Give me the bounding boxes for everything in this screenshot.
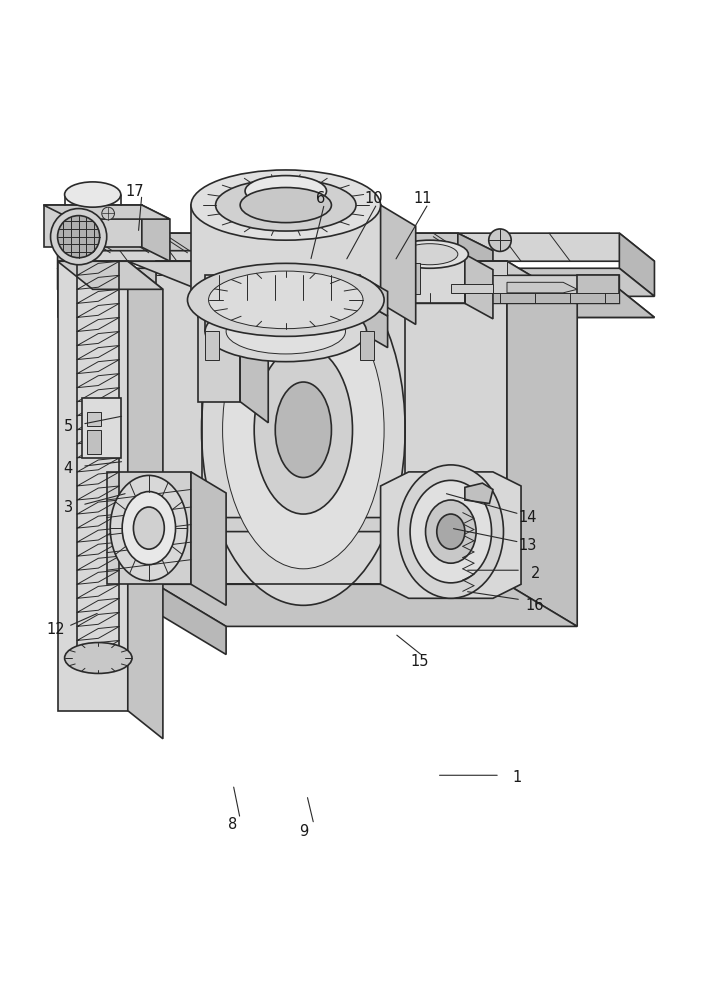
Polygon shape [381, 205, 416, 324]
Ellipse shape [133, 507, 164, 549]
Circle shape [58, 216, 99, 258]
Polygon shape [142, 205, 170, 261]
Polygon shape [58, 289, 142, 317]
Polygon shape [58, 233, 654, 261]
Polygon shape [156, 584, 577, 626]
Polygon shape [156, 584, 226, 654]
Text: 15: 15 [410, 654, 429, 669]
Polygon shape [44, 205, 142, 247]
Polygon shape [58, 268, 92, 317]
Ellipse shape [275, 382, 331, 478]
Ellipse shape [240, 188, 331, 223]
Polygon shape [507, 282, 577, 293]
Ellipse shape [202, 254, 405, 605]
Text: 13: 13 [519, 538, 537, 553]
Polygon shape [106, 472, 191, 584]
Polygon shape [381, 472, 521, 598]
Text: 16: 16 [526, 598, 544, 613]
Polygon shape [450, 284, 493, 293]
Polygon shape [191, 205, 381, 303]
Ellipse shape [410, 480, 491, 583]
Ellipse shape [398, 465, 503, 598]
Text: 17: 17 [125, 184, 144, 199]
Polygon shape [156, 261, 507, 584]
Text: 9: 9 [299, 824, 308, 839]
Polygon shape [465, 483, 493, 504]
Bar [87, 430, 101, 454]
Polygon shape [360, 275, 388, 316]
Ellipse shape [226, 309, 345, 354]
Text: 12: 12 [47, 622, 66, 637]
Polygon shape [360, 331, 374, 360]
Text: 11: 11 [413, 191, 432, 206]
Polygon shape [620, 233, 654, 296]
Text: 14: 14 [519, 510, 537, 525]
Polygon shape [44, 205, 170, 219]
Polygon shape [458, 233, 493, 282]
Polygon shape [205, 275, 360, 300]
Polygon shape [409, 293, 620, 303]
Ellipse shape [209, 271, 363, 329]
Bar [87, 412, 101, 426]
Polygon shape [240, 289, 268, 423]
Circle shape [489, 229, 511, 251]
Polygon shape [212, 261, 395, 584]
Circle shape [102, 207, 114, 220]
Polygon shape [360, 300, 388, 348]
Polygon shape [58, 261, 163, 289]
Ellipse shape [233, 226, 388, 310]
Bar [399, 263, 420, 294]
Ellipse shape [245, 176, 326, 206]
Polygon shape [58, 233, 493, 251]
Polygon shape [58, 261, 128, 711]
Ellipse shape [216, 179, 356, 231]
Ellipse shape [191, 170, 381, 240]
Polygon shape [198, 289, 240, 402]
Polygon shape [156, 261, 620, 303]
Ellipse shape [402, 244, 458, 265]
Ellipse shape [122, 492, 176, 565]
Ellipse shape [223, 291, 384, 569]
Ellipse shape [65, 182, 121, 207]
Polygon shape [58, 233, 92, 296]
Polygon shape [128, 261, 296, 289]
Text: 2: 2 [530, 566, 540, 581]
Polygon shape [528, 289, 654, 317]
Polygon shape [156, 518, 458, 532]
Ellipse shape [188, 263, 384, 336]
Ellipse shape [255, 346, 352, 514]
Text: 8: 8 [228, 817, 238, 832]
Polygon shape [191, 472, 226, 605]
Text: 6: 6 [317, 191, 326, 206]
Polygon shape [507, 261, 577, 626]
Polygon shape [465, 254, 493, 319]
Text: 5: 5 [63, 419, 73, 434]
Ellipse shape [251, 236, 370, 301]
Polygon shape [577, 275, 620, 303]
Polygon shape [58, 289, 654, 317]
Polygon shape [128, 261, 163, 739]
Polygon shape [58, 268, 654, 296]
Circle shape [51, 209, 106, 265]
Text: 1: 1 [513, 770, 522, 785]
Polygon shape [198, 289, 296, 317]
Ellipse shape [65, 643, 132, 673]
Polygon shape [205, 300, 360, 331]
Ellipse shape [391, 240, 468, 268]
Text: 3: 3 [63, 500, 73, 515]
Text: 10: 10 [364, 191, 383, 206]
Polygon shape [156, 261, 507, 275]
Ellipse shape [437, 514, 465, 549]
Ellipse shape [426, 500, 476, 563]
Polygon shape [395, 254, 465, 303]
Ellipse shape [271, 247, 349, 289]
Polygon shape [205, 331, 219, 360]
Bar [82, 398, 121, 458]
Ellipse shape [110, 475, 188, 581]
Ellipse shape [205, 301, 367, 362]
Text: 4: 4 [63, 461, 73, 476]
Polygon shape [156, 261, 577, 303]
